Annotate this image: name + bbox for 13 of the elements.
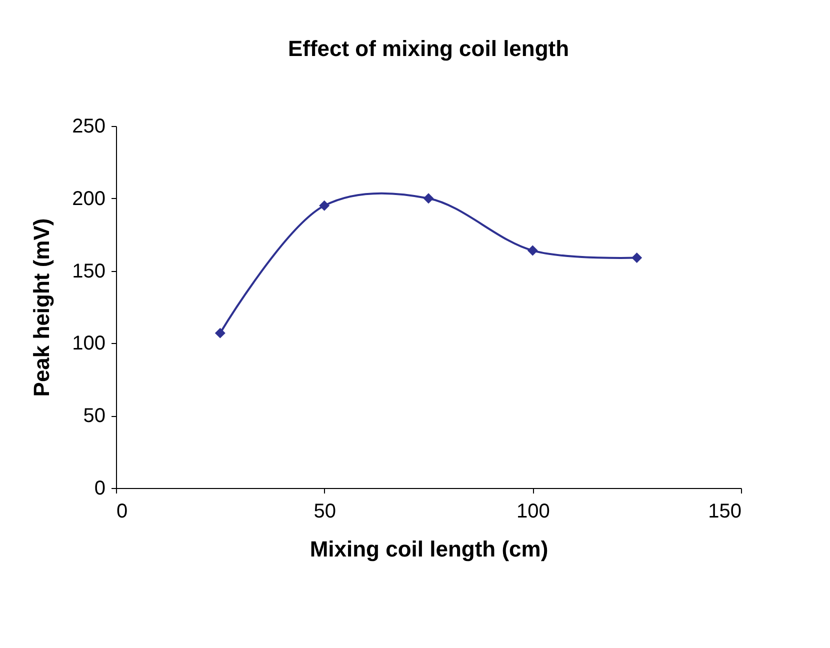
y-tick-label: 100 [72,332,106,355]
y-axis-title: Peak height (mV) [29,218,54,397]
x-tick-label: 50 [314,500,336,522]
x-tick-label: 150 [708,500,742,522]
y-tick-label: 150 [72,260,106,282]
y-tick-label: 200 [72,188,106,210]
x-tick-label: 0 [116,500,128,522]
y-tick-label: 250 [72,116,106,138]
y-tick-label: 50 [83,405,106,428]
y-tick-label: 0 [94,478,106,500]
x-axis-title: Mixing coil length (cm) [310,536,548,562]
chart-title: Effect of mixing coil length [288,36,570,61]
x-tick-label: 100 [516,500,550,522]
